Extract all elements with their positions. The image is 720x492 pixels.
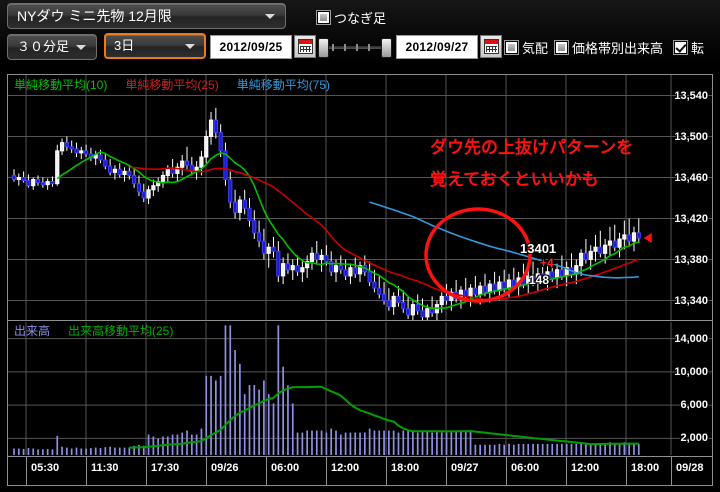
time-axis-separator [386,457,387,485]
checkbox-tsunagiashi[interactable]: つなぎ足 [317,7,386,27]
slider-ticks [332,44,378,51]
chevron-down-icon [265,13,275,19]
checkbox-box-icon [674,40,687,54]
chevron-down-icon [76,44,86,50]
toolbar-row-top: NYダウ ミニ先物 12月限 つなぎ足 [0,2,720,30]
slider-handle-left[interactable] [318,38,329,58]
calendar-icon [483,39,499,54]
chart-container[interactable]: 単純移動平均(10) 単純移動平均(25) 単純移動平均(75) 13,540 1… [7,74,713,486]
time-axis-separator [326,457,327,485]
time-axis-tick: 18:00 [631,462,660,474]
time-axis-tick: 12:00 [571,462,600,474]
time-axis-separator [206,457,207,485]
span-value: 3日 [114,38,135,53]
legend-volume-ma: 出来高移動平均(25) [68,324,174,338]
volume-plot [8,322,712,455]
time-axis-tick: 06:00 [271,462,300,474]
checkbox-kakakutai-dekidaka[interactable]: 価格帯別出来高 [555,37,663,57]
date-range-slider[interactable] [318,36,392,58]
last-change-label: +4 [540,256,554,270]
calendar-to-button[interactable] [480,35,502,58]
price-pane[interactable]: 13,540 13,500 13,460 13,420 13,380 13,340 [8,75,712,321]
toolbar: NYダウ ミニ先物 12月限 つなぎ足 ３０分足 3日 2012/09/25 [0,0,720,62]
price-chart-svg [8,75,712,320]
checkbox-label: 転 [691,40,705,56]
symbol-dropdown[interactable]: NYダウ ミニ先物 12月限 [7,3,286,29]
checkbox-box-icon [317,10,330,24]
checkbox-tenkan[interactable]: 転 [674,37,720,57]
price-plot [8,75,712,320]
symbol-value: NYダウ ミニ先物 12月限 [17,8,172,24]
date-from-input[interactable]: 2012/09/25 [210,35,292,59]
time-axis-separator [86,457,87,485]
legend-sma10: 単純移動平均(10) [14,78,108,92]
checkbox-label: 気配 [522,40,549,56]
annotation-line-1: ダウ先の上抜けパターンを [430,138,634,157]
chevron-down-icon [185,43,195,49]
time-axis-separator [506,457,507,485]
time-axis-tick: 12:00 [331,462,360,474]
slider-handle-right[interactable] [381,38,392,58]
time-axis-tick: 11:30 [91,462,119,474]
time-axis-separator [446,457,447,485]
checkbox-kehai[interactable]: 気配 [505,37,548,57]
volume-legend: 出来高 出来高移動平均(25) [8,321,712,340]
time-axis-tick: 18:00 [391,462,420,474]
price-legend: 単純移動平均(10) 単純移動平均(25) 単純移動平均(75) [8,75,712,94]
checkbox-box-icon [505,40,518,54]
time-axis-separator [266,457,267,485]
time-axis-tick: 17:30 [151,462,180,474]
last-volume-label: 148 [529,273,550,287]
timeframe-dropdown[interactable]: ３０分足 [7,34,97,60]
volume-pane[interactable]: 14,000 10,000 6,000 2,000 [8,322,712,455]
time-axis-separator [146,457,147,485]
time-axis-separator [626,457,627,485]
time-axis-tick: 05:30 [31,462,60,474]
timeframe-value: ３０分足 [17,39,70,54]
time-axis-tick: 09/26 [211,462,239,474]
legend-sma75: 単純移動平均(75) [236,78,331,92]
time-axis-tick: 09/28 [676,462,704,474]
checkbox-label: 価格帯別出来高 [572,40,664,56]
checkbox-box-icon [555,40,568,54]
time-axis-separator [566,457,567,485]
calendar-icon [297,39,313,54]
time-axis-separator [671,457,672,485]
calendar-from-button[interactable] [294,35,316,58]
toolbar-row-bottom: ３０分足 3日 2012/09/25 2012/09/27 [0,32,720,60]
last-price-label: 13401 [520,241,557,256]
legend-sma25: 単純移動平均(25) [125,78,219,92]
annotation-line-2: 覚えておくといいかも [430,170,599,189]
date-to-input[interactable]: 2012/09/27 [396,35,478,59]
checkbox-label: つなぎ足 [334,10,387,26]
time-axis: 05:30 11:30 17:30 09/26 06:00 12:00 18:00 09/27… [8,456,712,485]
volume-chart-svg [8,322,712,455]
legend-volume: 出来高 [14,324,51,338]
time-axis-tick: 06:00 [511,462,540,474]
span-dropdown[interactable]: 3日 [104,33,206,59]
time-axis-tick: 09/27 [451,462,479,474]
time-axis-separator [26,457,27,485]
